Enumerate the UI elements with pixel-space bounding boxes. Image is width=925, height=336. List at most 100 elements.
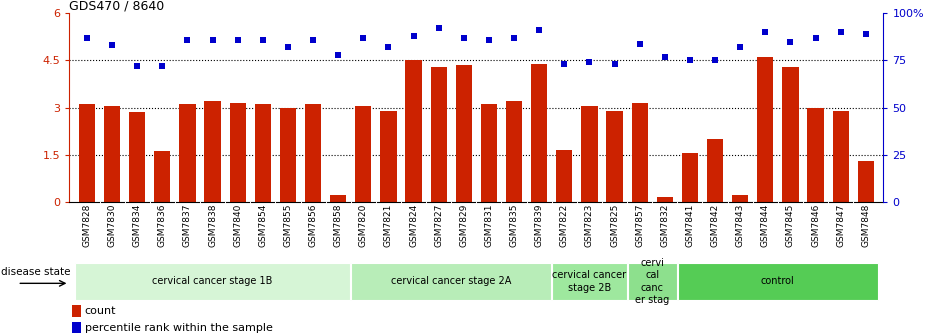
Text: GSM7828: GSM7828 xyxy=(82,204,92,247)
Point xyxy=(356,35,371,41)
Point xyxy=(658,54,672,59)
Text: GSM7855: GSM7855 xyxy=(283,204,292,247)
Bar xyxy=(556,150,573,202)
Bar xyxy=(832,111,849,202)
Text: GSM7823: GSM7823 xyxy=(585,204,594,247)
Point xyxy=(180,37,195,42)
Bar xyxy=(707,139,723,202)
Bar xyxy=(405,60,422,202)
Bar xyxy=(506,101,523,202)
Bar xyxy=(678,263,878,300)
Text: GSM7840: GSM7840 xyxy=(233,204,242,247)
Bar xyxy=(783,67,798,202)
Text: GSM7844: GSM7844 xyxy=(760,204,770,247)
Bar xyxy=(330,195,346,202)
Point xyxy=(431,26,446,31)
Bar xyxy=(229,103,246,202)
Text: GSM7822: GSM7822 xyxy=(560,204,569,247)
Bar xyxy=(628,263,677,300)
Text: percentile rank within the sample: percentile rank within the sample xyxy=(85,323,273,333)
Text: GSM7834: GSM7834 xyxy=(132,204,142,247)
Text: GSM7843: GSM7843 xyxy=(735,204,745,247)
Point xyxy=(105,43,119,48)
Point xyxy=(582,60,597,65)
Point xyxy=(858,32,873,37)
Bar xyxy=(130,112,145,202)
Point xyxy=(280,45,295,50)
Bar xyxy=(430,67,447,202)
Text: GSM7820: GSM7820 xyxy=(359,204,368,247)
Point xyxy=(633,41,648,46)
Text: count: count xyxy=(85,306,117,316)
Text: GSM7846: GSM7846 xyxy=(811,204,820,247)
Bar xyxy=(279,108,296,202)
Bar xyxy=(632,103,648,202)
Point xyxy=(406,33,421,39)
Point xyxy=(154,64,169,69)
Text: GSM7837: GSM7837 xyxy=(183,204,192,247)
Bar xyxy=(154,152,170,202)
Text: disease state: disease state xyxy=(1,267,71,277)
Point xyxy=(758,30,772,35)
Bar xyxy=(732,195,748,202)
Bar xyxy=(79,104,95,202)
Point xyxy=(808,35,823,41)
Text: GSM7836: GSM7836 xyxy=(158,204,166,247)
Point xyxy=(230,37,245,42)
Point xyxy=(833,30,848,35)
Text: GSM7825: GSM7825 xyxy=(610,204,619,247)
Text: GSM7858: GSM7858 xyxy=(334,204,342,247)
Bar xyxy=(581,106,598,202)
Point xyxy=(557,61,572,67)
Bar xyxy=(204,101,221,202)
Text: GSM7824: GSM7824 xyxy=(409,204,418,247)
Text: GSM7856: GSM7856 xyxy=(309,204,317,247)
Point xyxy=(683,58,697,63)
Text: GSM7832: GSM7832 xyxy=(660,204,670,247)
Text: cervical cancer
stage 2B: cervical cancer stage 2B xyxy=(552,270,626,293)
Bar xyxy=(305,104,321,202)
Text: GSM7830: GSM7830 xyxy=(107,204,117,247)
Point xyxy=(205,37,220,42)
Point xyxy=(305,37,320,42)
Text: GSM7829: GSM7829 xyxy=(460,204,468,247)
Bar xyxy=(72,305,81,317)
Text: GSM7847: GSM7847 xyxy=(836,204,845,247)
Text: GDS470 / 8640: GDS470 / 8640 xyxy=(69,0,165,12)
Text: GSM7821: GSM7821 xyxy=(384,204,393,247)
Point xyxy=(532,28,547,33)
Point xyxy=(381,45,396,50)
Text: GSM7848: GSM7848 xyxy=(861,204,870,247)
Bar xyxy=(481,104,497,202)
Bar xyxy=(552,263,626,300)
Text: GSM7827: GSM7827 xyxy=(434,204,443,247)
Bar xyxy=(352,263,551,300)
Text: GSM7854: GSM7854 xyxy=(258,204,267,247)
Text: GSM7831: GSM7831 xyxy=(485,204,493,247)
Text: GSM7857: GSM7857 xyxy=(635,204,644,247)
Point xyxy=(733,45,747,50)
Bar xyxy=(72,322,81,333)
Text: cervical cancer stage 2A: cervical cancer stage 2A xyxy=(391,277,512,286)
Bar xyxy=(657,197,673,202)
Text: GSM7842: GSM7842 xyxy=(710,204,720,247)
Point xyxy=(331,52,346,57)
Point xyxy=(708,58,722,63)
Point xyxy=(507,35,522,41)
Point xyxy=(456,35,471,41)
Bar xyxy=(104,106,120,202)
Bar xyxy=(531,64,548,202)
Text: GSM7845: GSM7845 xyxy=(786,204,795,247)
Point xyxy=(607,61,622,67)
Text: cervical cancer stage 1B: cervical cancer stage 1B xyxy=(153,277,273,286)
Text: GSM7841: GSM7841 xyxy=(685,204,695,247)
Bar xyxy=(355,106,372,202)
Bar xyxy=(456,65,472,202)
Bar xyxy=(607,111,623,202)
Point xyxy=(80,35,94,41)
Bar xyxy=(179,104,195,202)
Bar xyxy=(857,161,874,202)
Bar xyxy=(380,111,397,202)
Text: GSM7839: GSM7839 xyxy=(535,204,544,247)
Text: control: control xyxy=(761,277,795,286)
